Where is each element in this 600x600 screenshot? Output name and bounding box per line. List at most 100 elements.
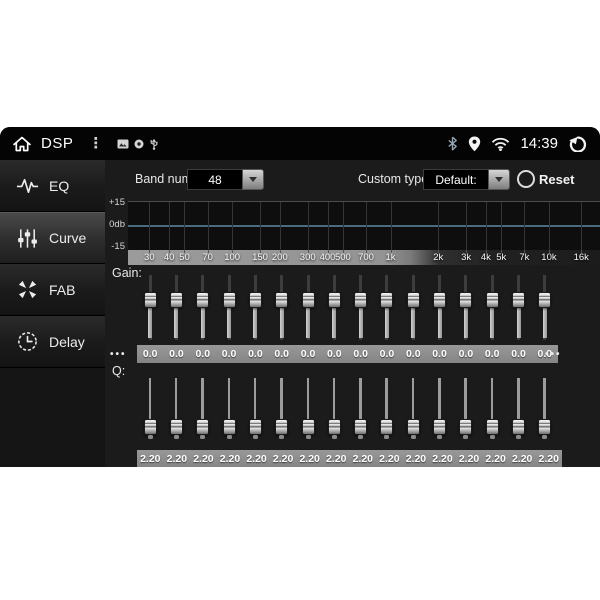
- gain-value: 0.0: [300, 348, 316, 360]
- gain-slider[interactable]: [479, 275, 505, 340]
- q-slider[interactable]: [348, 378, 374, 440]
- band-num-select[interactable]: 48: [187, 169, 264, 190]
- reset-label[interactable]: Reset: [539, 172, 575, 187]
- gain-slider[interactable]: [453, 275, 479, 340]
- gain-slider[interactable]: [321, 275, 347, 340]
- gain-value: 0.0: [353, 348, 368, 360]
- slider-thumb[interactable]: [485, 418, 499, 435]
- band-num-value[interactable]: 48: [187, 169, 242, 190]
- slider-thumb[interactable]: [433, 418, 447, 435]
- slider-thumb[interactable]: [222, 291, 236, 308]
- slider-thumb[interactable]: [538, 418, 552, 435]
- gain-slider[interactable]: [532, 275, 558, 340]
- grid-line: [327, 202, 329, 250]
- q-slider[interactable]: [137, 378, 163, 440]
- gain-slider[interactable]: [269, 275, 295, 340]
- chevron-down-icon[interactable]: [488, 169, 510, 190]
- slider-thumb[interactable]: [327, 291, 341, 308]
- q-slider[interactable]: [505, 378, 531, 440]
- q-slider[interactable]: [374, 378, 400, 440]
- slider-thumb[interactable]: [196, 291, 210, 308]
- q-slider[interactable]: [453, 378, 479, 440]
- slider-track: [359, 378, 362, 429]
- slider-thumb[interactable]: [512, 418, 526, 435]
- slider-thumb[interactable]: [275, 291, 289, 308]
- gain-slider[interactable]: [242, 275, 268, 340]
- freq-tick-label: 700: [358, 252, 374, 263]
- slider-thumb[interactable]: [301, 291, 315, 308]
- slider-thumb[interactable]: [380, 291, 394, 308]
- slider-track: [306, 378, 310, 429]
- q-slider[interactable]: [295, 378, 321, 440]
- gain-slider[interactable]: [505, 275, 531, 340]
- slider-thumb[interactable]: [196, 418, 210, 435]
- q-slider[interactable]: [242, 378, 268, 440]
- q-slider[interactable]: [163, 378, 189, 440]
- scroll-left-button[interactable]: •••: [110, 349, 127, 360]
- grid-line: [207, 202, 209, 250]
- fab-speakers-icon: [16, 278, 39, 301]
- freq-tick-label: 300: [299, 252, 316, 263]
- slider-thumb[interactable]: [485, 291, 499, 308]
- q-slider[interactable]: [190, 378, 216, 440]
- custom-type-value[interactable]: Default:: [423, 169, 488, 190]
- q-value: 2.20: [272, 452, 294, 465]
- slider-thumb[interactable]: [354, 291, 368, 308]
- q-slider[interactable]: [479, 378, 505, 440]
- slider-thumb[interactable]: [222, 418, 236, 435]
- slider-thumb[interactable]: [143, 418, 157, 435]
- slider-track: [411, 378, 415, 429]
- custom-type-select[interactable]: Default:: [423, 169, 510, 190]
- gain-slider[interactable]: [137, 275, 163, 340]
- slider-thumb[interactable]: [406, 291, 420, 308]
- slider-thumb[interactable]: [275, 418, 289, 435]
- overflow-menu-icon[interactable]: ⋮: [88, 135, 104, 152]
- q-slider[interactable]: [321, 378, 347, 440]
- slider-thumb[interactable]: [538, 291, 552, 308]
- chevron-down-icon[interactable]: [242, 169, 264, 190]
- slider-thumb[interactable]: [354, 418, 368, 435]
- sidebar-item-delay[interactable]: Delay: [0, 316, 105, 368]
- slider-thumb[interactable]: [433, 291, 447, 308]
- q-slider[interactable]: [426, 378, 452, 440]
- slider-thumb[interactable]: [459, 418, 473, 435]
- slider-thumb[interactable]: [301, 418, 315, 435]
- q-slider[interactable]: [532, 378, 558, 440]
- freq-tick-label: 500: [334, 252, 351, 263]
- gain-slider[interactable]: [348, 275, 374, 340]
- q-slider[interactable]: [400, 378, 426, 440]
- gain-slider[interactable]: [426, 275, 452, 340]
- slider-nub: [173, 435, 179, 439]
- freq-tick-mark: [485, 250, 487, 253]
- slider-thumb[interactable]: [248, 291, 262, 308]
- freq-tick-label: 1k: [385, 252, 396, 263]
- slider-thumb[interactable]: [406, 418, 420, 435]
- slider-thumb[interactable]: [512, 291, 526, 308]
- sidebar-item-fab[interactable]: FAB: [0, 264, 105, 316]
- delay-clock-icon: [16, 330, 39, 353]
- gain-slider[interactable]: [163, 275, 189, 340]
- slider-thumb[interactable]: [459, 291, 473, 308]
- gain-value: 0.0: [195, 348, 211, 360]
- gain-slider[interactable]: [295, 275, 321, 340]
- sidebar-item-curve[interactable]: Curve: [0, 212, 105, 264]
- slider-thumb[interactable]: [169, 291, 183, 308]
- slider-thumb[interactable]: [380, 418, 394, 435]
- scroll-right-button[interactable]: •••: [545, 349, 562, 360]
- slider-thumb[interactable]: [143, 291, 157, 308]
- gain-slider[interactable]: [190, 275, 216, 340]
- sidebar-item-eq[interactable]: EQ: [0, 160, 105, 212]
- home-icon[interactable]: [12, 135, 32, 152]
- slider-thumb[interactable]: [169, 418, 183, 435]
- slider-thumb[interactable]: [327, 418, 341, 435]
- gain-label: Gain:: [112, 266, 142, 280]
- gain-slider[interactable]: [374, 275, 400, 340]
- gain-slider[interactable]: [216, 275, 242, 340]
- reset-radio[interactable]: [517, 170, 535, 188]
- q-slider[interactable]: [269, 378, 295, 440]
- q-slider[interactable]: [216, 378, 242, 440]
- slider-thumb[interactable]: [248, 418, 262, 435]
- back-icon[interactable]: [568, 135, 588, 152]
- gain-slider[interactable]: [400, 275, 426, 340]
